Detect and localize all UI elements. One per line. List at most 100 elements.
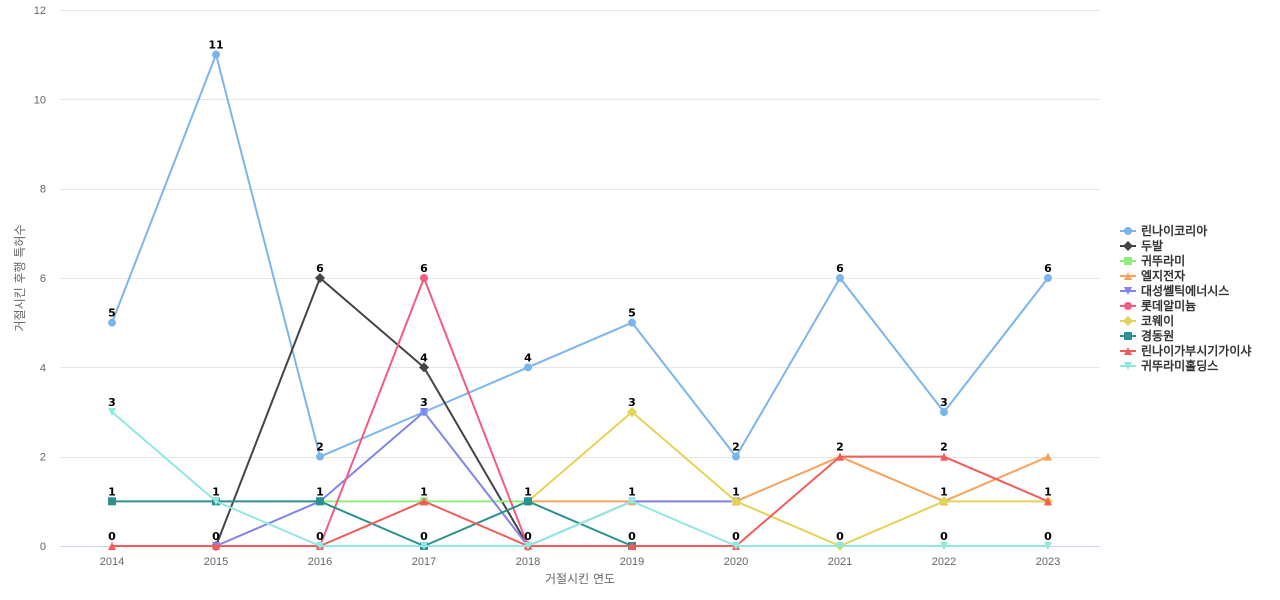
series-1-point[interactable] [836,274,844,282]
series-8-point[interactable] [524,497,532,506]
series-10-point[interactable] [316,542,324,550]
y-tick-label: 4 [40,362,46,374]
series-9-line [112,455,1049,547]
series-1-group [108,50,1052,461]
series-9-point[interactable] [212,542,220,550]
series-7-point[interactable] [731,496,741,507]
legend-marker [1124,227,1132,235]
series-9-point[interactable] [108,542,116,550]
legend-item-3[interactable]: 귀뚜라미 [1120,253,1185,268]
legend-marker [1123,241,1133,251]
series-2-point[interactable] [419,362,429,373]
series-10-point[interactable] [420,542,428,550]
data-label: 0 [420,530,428,543]
series-1-point[interactable] [212,50,220,59]
legend-marker [1124,332,1132,340]
data-label: 3 [940,396,948,409]
series-10-line [111,411,1048,547]
data-label: 1 [212,485,220,498]
y-tick-label: 2 [40,452,46,464]
series-1-point[interactable] [628,318,636,327]
series-4-point[interactable] [1044,452,1052,461]
legend-marker [1124,287,1132,295]
legend-item-7[interactable]: 코웨이 [1120,313,1174,328]
legend-item-2[interactable]: 두발 [1120,238,1163,253]
series-6-point[interactable] [420,274,428,282]
legend-label: 롯데알미늄 [1141,298,1196,313]
data-label: 0 [524,530,532,543]
series-2-point[interactable] [315,273,325,283]
series-1-point[interactable] [940,408,948,416]
series-10-point[interactable] [1044,542,1052,550]
series-4-line [528,455,1049,503]
legend-item-9[interactable]: 린나이가부시기가이샤 [1120,343,1251,358]
series-10-point[interactable] [108,408,116,416]
data-label: 1 [524,485,532,498]
legend-item-4[interactable]: 엘지전자 [1120,268,1185,283]
data-label: 0 [628,530,636,543]
series-10-point[interactable] [628,497,636,506]
x-tick-label: 2016 [308,556,332,568]
series-9-point[interactable] [1044,497,1052,506]
series-7-point[interactable] [627,407,637,417]
legend-item-8[interactable]: 경동원 [1120,329,1174,343]
series-1-point[interactable] [732,452,740,461]
x-tick-label: 2020 [724,556,748,568]
y-tick-label: 0 [40,541,46,553]
series-10-point[interactable] [940,542,948,550]
series-9-point[interactable] [940,452,948,461]
series-7-point[interactable] [939,496,949,507]
series-1-point[interactable] [108,318,116,327]
series-4-group [524,452,1052,506]
series-9-point[interactable] [420,497,428,506]
data-label: 2 [732,441,740,454]
data-label: 0 [1044,530,1052,543]
data-label: 1 [940,485,948,498]
legend-item-6[interactable]: 롯데알미늄 [1120,298,1196,313]
data-label: 11 [208,39,223,52]
legend-marker [1124,362,1132,370]
series-10-point[interactable] [524,542,532,550]
x-tick-label: 2019 [620,556,644,568]
data-label: 3 [420,396,428,409]
data-label: 1 [420,485,428,498]
series-8-point[interactable] [108,497,116,506]
series-5-group [212,408,740,550]
series-5-point[interactable] [420,408,428,416]
y-tick-label: 10 [34,94,46,106]
legend-marker [1124,257,1132,265]
series-9-point[interactable] [628,542,636,550]
data-label: 0 [732,530,740,543]
series-10-point[interactable] [836,542,844,550]
legend-marker [1124,302,1132,310]
data-label: 1 [628,485,636,498]
series-2-line [215,277,529,547]
series-9-group [108,452,1052,550]
data-label: 6 [316,262,324,275]
series-10-group [108,408,1052,550]
data-label: 0 [212,530,220,543]
series-1-point[interactable] [1044,274,1052,282]
data-label: 6 [1044,262,1052,275]
y-axis-ticks: 0 2 4 6 8 10 12 [34,5,46,553]
series-9-point[interactable] [836,452,844,461]
series-1-point[interactable] [524,363,532,372]
data-label: 2 [316,441,324,454]
data-label: 2 [836,441,844,454]
y-tick-label: 8 [40,184,46,196]
series-8-point[interactable] [316,497,324,506]
legend-item-1[interactable]: 린나이코리아 [1120,223,1207,238]
y-tick-label: 12 [34,5,46,17]
series-1-point[interactable] [316,452,324,461]
series-10-point[interactable] [212,497,220,506]
series-10-point[interactable] [732,542,740,550]
legend-item-5[interactable]: 대성쎌틱에너시스 [1120,283,1229,298]
data-label: 1 [108,485,116,498]
x-tick-label: 2015 [204,556,228,568]
data-label: 6 [836,262,844,275]
data-label: 0 [316,530,324,543]
data-label: 3 [628,396,636,409]
legend-item-10[interactable]: 귀뚜라미홀딩스 [1120,358,1218,373]
